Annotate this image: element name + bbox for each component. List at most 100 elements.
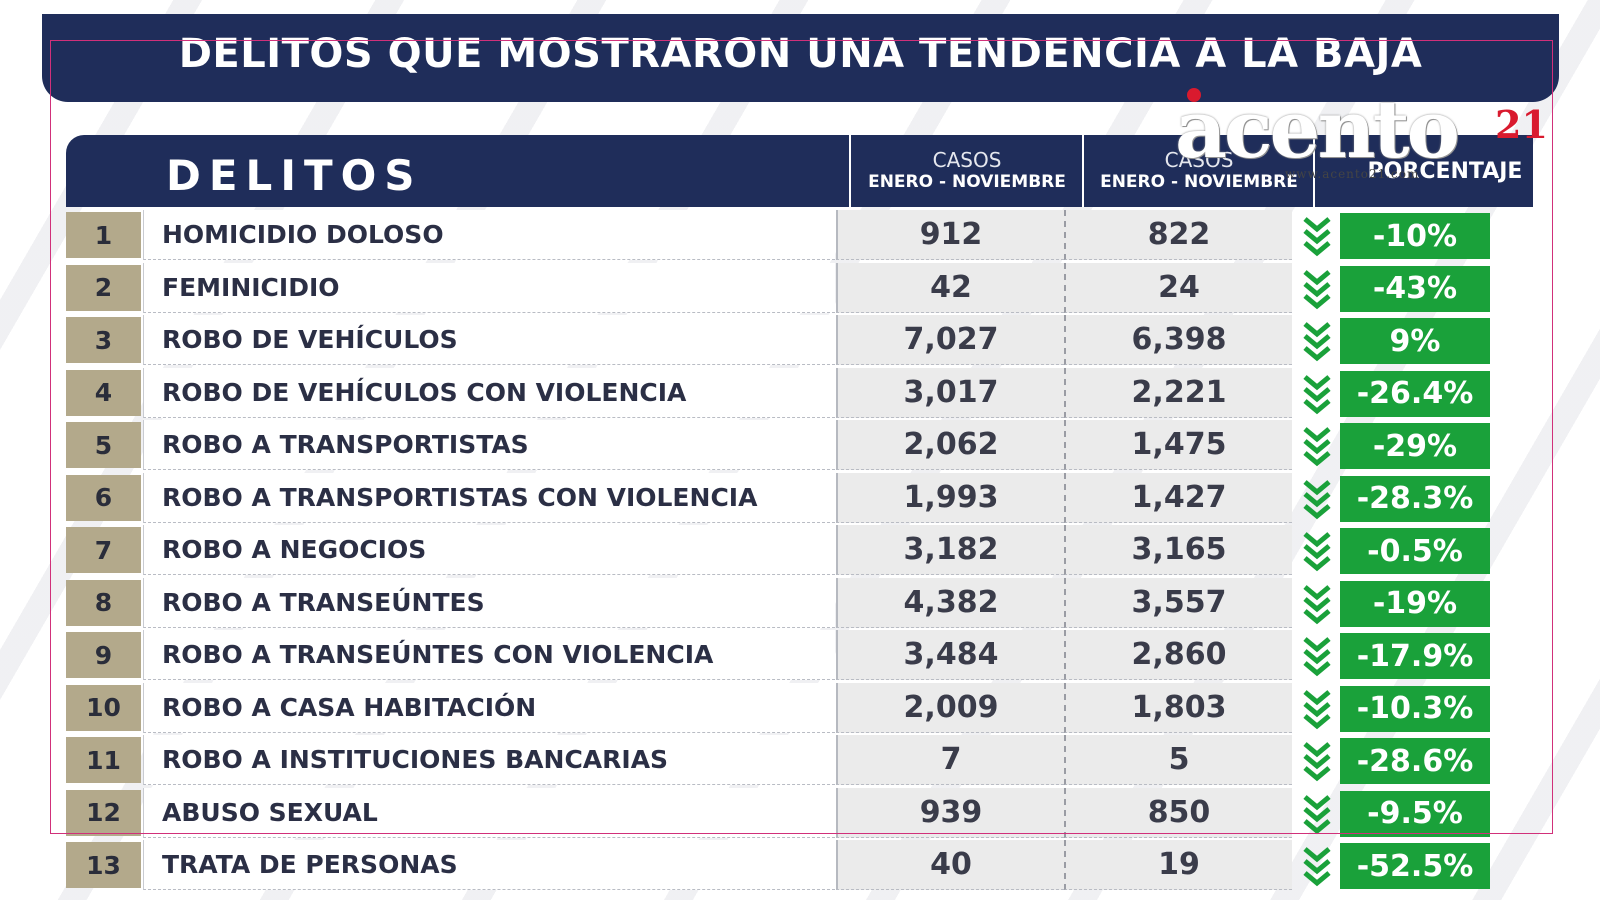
table-row: 5 ROBO A TRANSPORTISTAS 2,062 1,475 -29% bbox=[66, 420, 1533, 473]
chevron-down-icon bbox=[1294, 683, 1340, 733]
row-crime-name: ROBO A NEGOCIOS bbox=[143, 525, 835, 575]
row-cases-col-2: 1,427 bbox=[1064, 472, 1292, 523]
row-percentage: -17.9% bbox=[1340, 633, 1490, 679]
header-col-1-casos: CASOS bbox=[932, 148, 1002, 172]
row-crime-name: ROBO DE VEHÍCULOS bbox=[143, 315, 835, 365]
row-number: 6 bbox=[66, 474, 141, 521]
row-cases-col-1: 2,062 bbox=[836, 420, 1064, 470]
row-crime-name: TRATA DE PERSONAS bbox=[143, 840, 835, 890]
logo-word: acento bbox=[1175, 82, 1460, 176]
header-col-2: CASOS ENERO - NOVIEMBRE bbox=[1082, 135, 1314, 207]
table-row: 2 FEMINICIDIO 42 24 -43% bbox=[66, 262, 1533, 316]
header-col-1: CASOS ENERO - NOVIEMBRE bbox=[849, 135, 1083, 207]
chevron-down-icon bbox=[1294, 263, 1340, 313]
row-cases-col-2: 1,475 bbox=[1064, 420, 1292, 470]
table-row: 4 ROBO DE VEHÍCULOS CON VIOLENCIA 3,017 2,2… bbox=[66, 367, 1533, 421]
row-number: 1 bbox=[66, 212, 141, 258]
chevron-down-icon bbox=[1294, 840, 1340, 890]
chevron-down-icon bbox=[1294, 315, 1340, 365]
row-number: 13 bbox=[66, 842, 141, 888]
row-number: 5 bbox=[66, 422, 141, 468]
row-crime-name: ROBO DE VEHÍCULOS CON VIOLENCIA bbox=[143, 367, 835, 418]
row-percentage: 9% bbox=[1340, 318, 1490, 364]
row-cases-col-1: 7,027 bbox=[836, 315, 1064, 365]
header-col-2-range: ENERO - NOVIEMBRE bbox=[1100, 172, 1298, 192]
table-row: 12 ABUSO SEXUAL 939 850 -9.5% bbox=[66, 787, 1533, 841]
row-number: 11 bbox=[66, 737, 141, 783]
logo-url: www.acento21.com bbox=[1285, 167, 1420, 181]
row-number: 12 bbox=[66, 789, 141, 836]
header-col-1-range: ENERO - NOVIEMBRE bbox=[868, 172, 1066, 192]
row-number: 7 bbox=[66, 527, 141, 573]
row-percentage: -52.5% bbox=[1340, 843, 1490, 889]
table-row: 13 TRATA DE PERSONAS 40 19 -52.5% bbox=[66, 840, 1533, 893]
row-cases-col-1: 7 bbox=[836, 735, 1064, 785]
chevron-down-icon bbox=[1294, 735, 1340, 785]
row-number: 3 bbox=[66, 317, 141, 363]
table-header: DELITOS CASOS ENERO - NOVIEMBRE CASOS EN… bbox=[66, 135, 1533, 207]
row-crime-name: ROBO A INSTITUCIONES BANCARIAS bbox=[143, 735, 835, 785]
chevron-down-icon bbox=[1294, 630, 1340, 680]
header-porcentaje: PORCENTAJE bbox=[1367, 158, 1523, 184]
chevron-down-icon bbox=[1294, 578, 1340, 628]
table-row: 8 ROBO A TRANSEÚNTES 4,382 3,557 -19% bbox=[66, 577, 1533, 631]
row-crime-name: ROBO A TRANSPORTISTAS bbox=[143, 420, 835, 470]
row-percentage: -0.5% bbox=[1340, 528, 1490, 574]
row-cases-col-1: 939 bbox=[836, 787, 1064, 838]
row-percentage: -10% bbox=[1340, 213, 1490, 259]
chevron-down-icon bbox=[1294, 210, 1340, 260]
row-cases-col-2: 3,557 bbox=[1064, 577, 1292, 628]
header-col-2-casos: CASOS bbox=[1164, 148, 1234, 172]
row-cases-col-2: 5 bbox=[1064, 735, 1292, 785]
row-cases-col-1: 912 bbox=[836, 210, 1064, 260]
row-number: 2 bbox=[66, 264, 141, 311]
row-cases-col-2: 3,165 bbox=[1064, 525, 1292, 575]
chevron-down-icon bbox=[1294, 368, 1340, 418]
row-crime-name: ROBO A TRANSEÚNTES CON VIOLENCIA bbox=[143, 630, 835, 680]
table-row: 10 ROBO A CASA HABITACIÓN 2,009 1,803 -10.3% bbox=[66, 682, 1533, 736]
row-cases-col-2: 850 bbox=[1064, 787, 1292, 838]
row-cases-col-1: 3,182 bbox=[836, 525, 1064, 575]
row-crime-name: HOMICIDIO DOLOSO bbox=[143, 210, 835, 260]
row-crime-name: ROBO A CASA HABITACIÓN bbox=[143, 682, 835, 733]
row-percentage: -19% bbox=[1340, 580, 1490, 627]
acento21-logo: acento 21 www.acento21.com bbox=[1175, 82, 1548, 182]
row-cases-col-1: 3,017 bbox=[836, 367, 1064, 418]
row-percentage: -26.4% bbox=[1340, 370, 1490, 417]
row-number: 10 bbox=[66, 684, 141, 731]
row-cases-col-2: 1,803 bbox=[1064, 682, 1292, 733]
table-row: 7 ROBO A NEGOCIOS 3,182 3,165 -0.5% bbox=[66, 525, 1533, 578]
page-title: DELITOS QUE MOSTRARON UNA TENDENCIA A LA… bbox=[178, 31, 1423, 77]
header-delitos: DELITOS bbox=[166, 151, 423, 200]
row-cases-col-2: 19 bbox=[1064, 840, 1292, 890]
row-crime-name: FEMINICIDIO bbox=[143, 262, 835, 313]
row-cases-col-2: 822 bbox=[1064, 210, 1292, 260]
row-cases-col-1: 2,009 bbox=[836, 682, 1064, 733]
row-cases-col-2: 6,398 bbox=[1064, 315, 1292, 365]
logo-dot-icon bbox=[1187, 88, 1201, 102]
chevron-down-icon bbox=[1294, 788, 1340, 838]
row-percentage: -28.6% bbox=[1340, 738, 1490, 784]
row-percentage: -10.3% bbox=[1340, 685, 1490, 732]
row-crime-name: ABUSO SEXUAL bbox=[143, 787, 835, 838]
table-row: 1 HOMICIDIO DOLOSO 912 822 -10% bbox=[66, 210, 1533, 263]
row-cases-col-1: 42 bbox=[836, 262, 1064, 313]
chevron-down-icon bbox=[1294, 473, 1340, 523]
title-banner: DELITOS QUE MOSTRARON UNA TENDENCIA A LA… bbox=[42, 14, 1559, 102]
row-cases-col-1: 4,382 bbox=[836, 577, 1064, 628]
row-number: 4 bbox=[66, 369, 141, 416]
row-cases-col-1: 1,993 bbox=[836, 472, 1064, 523]
row-percentage: -29% bbox=[1340, 423, 1490, 469]
row-cases-col-2: 24 bbox=[1064, 262, 1292, 313]
row-crime-name: ROBO A TRANSEÚNTES bbox=[143, 577, 835, 628]
table-row: 3 ROBO DE VEHÍCULOS 7,027 6,398 9% bbox=[66, 315, 1533, 368]
header-col-3: PORCENTAJE bbox=[1313, 135, 1535, 207]
row-cases-col-2: 2,221 bbox=[1064, 367, 1292, 418]
row-number: 8 bbox=[66, 579, 141, 626]
logo-number: 21 bbox=[1495, 102, 1548, 147]
crime-table: 1 HOMICIDIO DOLOSO 912 822 -10% 2 FEMINICIDIO 4… bbox=[66, 210, 1533, 893]
row-cases-col-1: 40 bbox=[836, 840, 1064, 890]
table-row: 11 ROBO A INSTITUCIONES BANCARIAS 7 5 -28.6% bbox=[66, 735, 1533, 788]
row-percentage: -28.3% bbox=[1340, 475, 1490, 522]
chevron-down-icon bbox=[1294, 525, 1340, 575]
